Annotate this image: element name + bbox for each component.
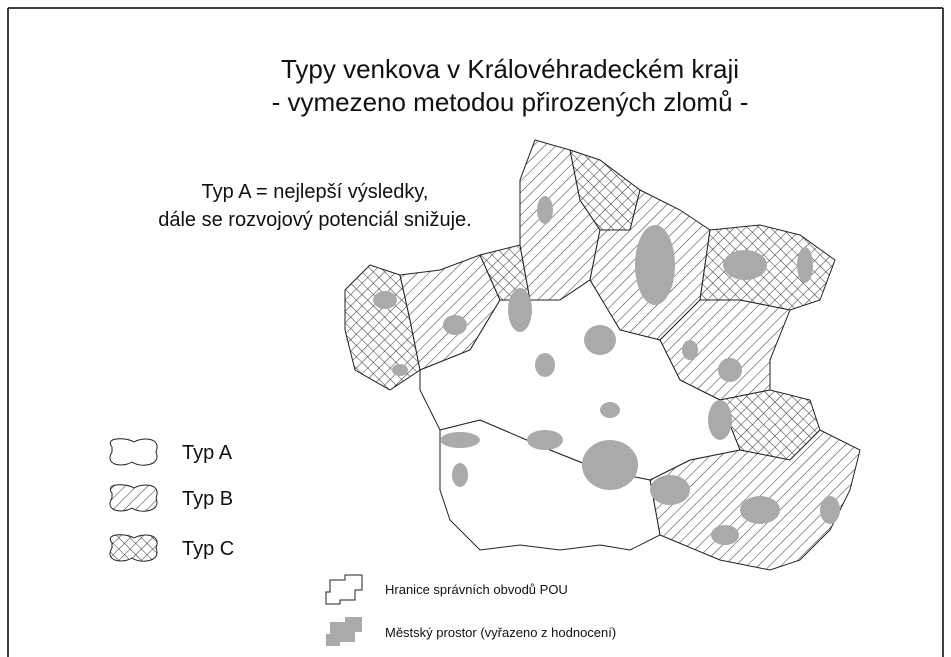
urban-areas — [373, 196, 840, 545]
legend-swatch — [109, 484, 158, 512]
note: dále se rozvojový potenciál snižuje. — [158, 209, 472, 231]
legend: Typ A Typ B Typ C Hranice správních obvo… — [109, 438, 616, 646]
legend-swatch — [109, 438, 158, 466]
map-title: Typy venkova v Královéhradeckém kraji — [281, 54, 739, 84]
legend-swatch — [326, 617, 362, 646]
legend-label: Městský prostor (vyřazeno z hodnocení) — [385, 625, 616, 640]
region — [439, 419, 661, 551]
legend-label: Typ B — [182, 488, 233, 510]
frame — [7, 7, 944, 657]
legend-label: Hranice správních obvodů POU — [385, 582, 568, 597]
legend-swatch — [109, 534, 158, 562]
region — [699, 224, 836, 311]
note: Typ A = nejlepší výsledky, — [202, 181, 429, 203]
legend-swatch — [325, 574, 363, 605]
legend-label: Typ C — [182, 538, 234, 560]
map — [344, 139, 861, 571]
legend-label: Typ A — [182, 442, 233, 464]
map-subtitle: - vymezeno metodou přirozených zlomů - — [272, 87, 749, 117]
